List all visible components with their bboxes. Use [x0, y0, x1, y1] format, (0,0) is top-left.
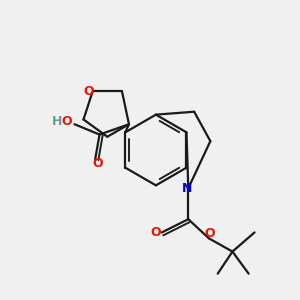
Text: H: H — [52, 116, 63, 128]
Text: O: O — [61, 116, 72, 128]
Text: O: O — [204, 227, 215, 240]
Text: N: N — [182, 182, 192, 195]
Text: O: O — [92, 158, 103, 170]
Text: O: O — [151, 226, 161, 239]
Text: O: O — [84, 85, 94, 98]
